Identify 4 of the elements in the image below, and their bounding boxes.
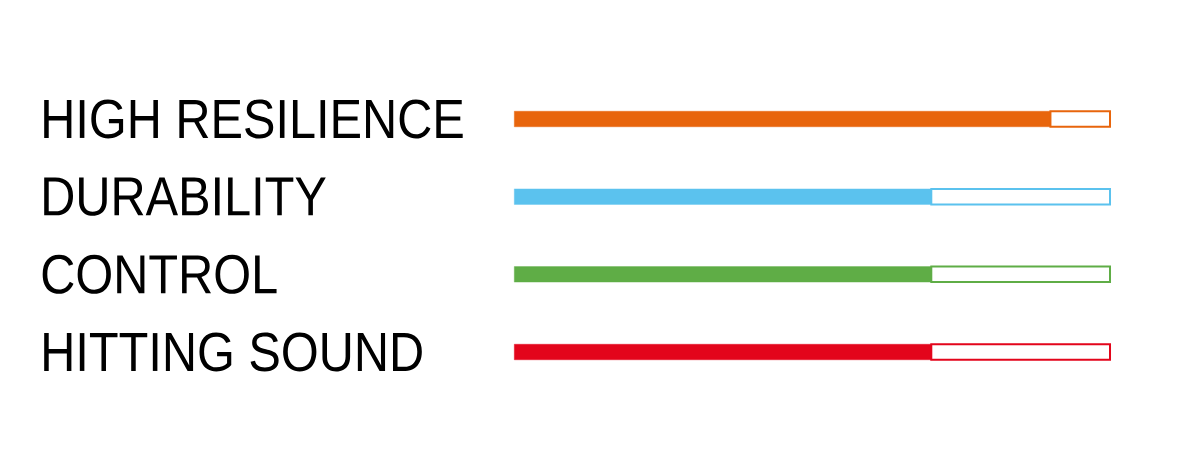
y-tick-label: HIGH RESILIENCE xyxy=(44,99,463,139)
y-tick-label: DURABILITY xyxy=(44,177,326,216)
y-tick-label: CONTROL xyxy=(42,254,277,294)
y-tick-label: HITTING SOUND xyxy=(44,332,422,372)
